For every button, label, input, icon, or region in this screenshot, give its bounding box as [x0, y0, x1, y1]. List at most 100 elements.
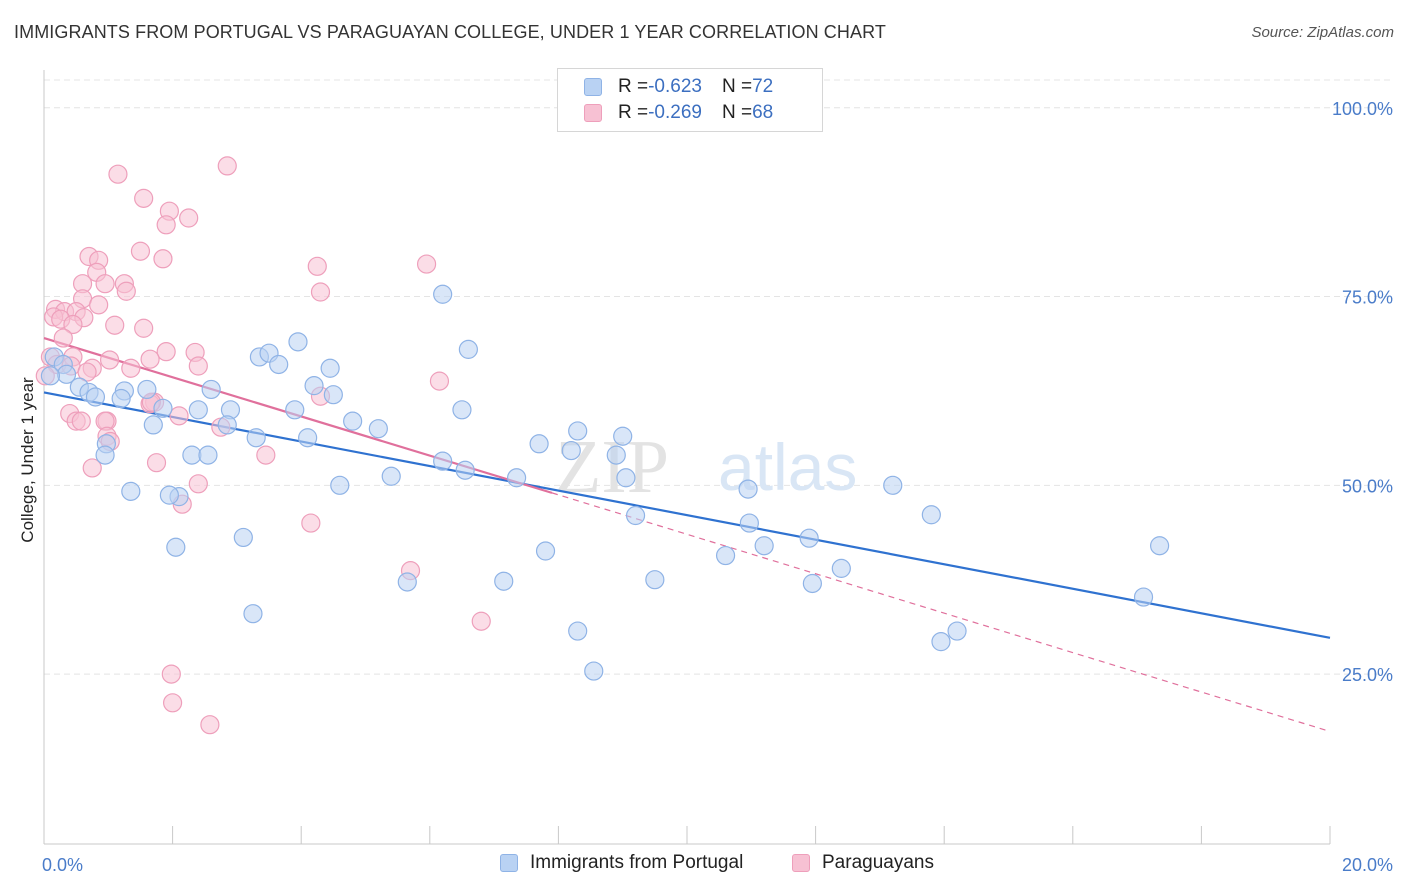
portugal-point	[494, 571, 514, 591]
r-value: -0.269	[648, 102, 702, 123]
legend-item-portugal: Immigrants from Portugal	[500, 852, 743, 874]
x-tick-label: 20.0%	[1342, 855, 1393, 875]
y-tick-label: 75.0%	[1342, 288, 1393, 308]
paraguayans-trend-extension	[551, 492, 1331, 733]
paraguayans-point	[121, 358, 141, 378]
portugal-point	[802, 573, 822, 594]
portugal-point	[137, 379, 157, 400]
portugal-point	[739, 513, 759, 533]
portugal-point	[243, 604, 263, 624]
paraguayans-point	[471, 611, 491, 631]
portugal-point	[233, 527, 253, 548]
paraguayans-point	[307, 256, 327, 276]
portugal-point	[584, 661, 604, 681]
paraguayans-point	[301, 513, 321, 533]
portugal-swatch	[500, 854, 518, 872]
chart-title: IMMIGRANTS FROM PORTUGAL VS PARAGUAYAN C…	[14, 22, 886, 42]
portugal-point	[947, 621, 967, 641]
paraguayans-point	[77, 362, 97, 382]
portugal-point	[121, 481, 141, 501]
portugal-point	[455, 460, 475, 480]
portugal-point	[182, 445, 202, 465]
paraguayans-point	[89, 295, 109, 315]
portugal-point	[568, 621, 588, 641]
paraguayans-point	[63, 314, 83, 335]
paraguayans-point	[188, 474, 208, 494]
portugal-point	[921, 505, 941, 525]
r-value: -0.623	[648, 76, 702, 97]
portugal-point	[343, 411, 363, 431]
watermark: ZIP atlas	[555, 425, 857, 509]
paraguayans-point	[95, 274, 115, 294]
gridlines	[44, 79, 1392, 675]
portugal-point	[1133, 587, 1154, 607]
portugal-point	[201, 379, 221, 400]
paraguayans-point	[416, 254, 437, 274]
tick-labels: 25.0% 50.0% 75.0% 100.0% 0.0% 20.0%	[42, 99, 1393, 875]
paraguayans-point	[82, 458, 102, 478]
portugal-point	[715, 545, 736, 566]
portugal-point	[330, 475, 350, 495]
portugal-swatch	[584, 78, 602, 96]
portugal-point	[159, 485, 179, 505]
paraguayans-point	[188, 356, 208, 376]
portugal-point	[304, 376, 324, 396]
y-tick-label: 25.0%	[1342, 665, 1393, 685]
portugal-point	[368, 419, 388, 439]
portugal-point	[95, 445, 115, 465]
portugal-point	[883, 475, 903, 495]
portugal-point	[613, 426, 633, 446]
portugal-point	[625, 505, 646, 526]
portugal-point	[433, 451, 453, 471]
x-tick-label: 0.0%	[42, 855, 83, 875]
paraguayans-point	[146, 453, 167, 473]
portugal-point	[754, 536, 774, 556]
source-label: Source: ZipAtlas.com	[1251, 24, 1394, 41]
legend-item-paraguayans: Paraguayans	[792, 852, 934, 874]
portugal-point	[188, 400, 208, 420]
paraguayans-point	[256, 445, 276, 465]
paraguayans-point	[134, 188, 154, 208]
portugal-point	[452, 400, 472, 420]
paraguayans-point	[163, 693, 183, 713]
paraguayans-point	[153, 249, 173, 269]
portugal-point	[320, 358, 340, 378]
portugal-point	[111, 388, 131, 409]
paraguayans-point	[130, 241, 151, 261]
paraguayans-point	[200, 715, 220, 735]
paraguayans-point	[429, 371, 450, 391]
portugal-point	[529, 434, 549, 454]
paraguayans-point	[156, 342, 176, 362]
legend-row-paraguayans: R = -0.269 N = 68	[584, 100, 773, 126]
portugal-point	[568, 421, 588, 441]
portugal-point	[831, 558, 851, 578]
paraguayans-point	[169, 406, 189, 426]
portugal-point	[799, 528, 819, 548]
correlation-legend: R = -0.623 N = 72 R = -0.269 N = 68	[557, 68, 823, 132]
portugal-point	[323, 385, 343, 405]
r-label: R =	[618, 76, 649, 97]
legend-label-portugal: Immigrants from Portugal	[530, 852, 744, 873]
portugal-point	[269, 354, 289, 375]
paraguayans-point	[134, 318, 154, 338]
portugal-point	[285, 400, 305, 420]
legend-row-portugal: R = -0.623 N = 72	[584, 74, 773, 100]
portugal-point	[931, 632, 951, 652]
portugal-point	[397, 572, 417, 592]
portugal-point	[507, 468, 527, 488]
paraguayans-point	[99, 350, 120, 370]
portugal-point	[616, 468, 636, 488]
portugal-point	[40, 366, 61, 386]
portugal-point	[143, 415, 163, 435]
portugal-point	[606, 445, 626, 465]
paraguayans-swatch	[584, 104, 602, 122]
legend-label-paraguayans: Paraguayans	[822, 852, 934, 873]
paraguayans-point	[179, 208, 199, 228]
axes	[43, 70, 1331, 845]
y-tick-label: 50.0%	[1342, 476, 1393, 496]
n-label: N =	[721, 76, 753, 97]
portugal-point	[166, 537, 186, 557]
paraguayans-swatch	[792, 854, 810, 872]
paraguayans-point	[156, 215, 176, 235]
